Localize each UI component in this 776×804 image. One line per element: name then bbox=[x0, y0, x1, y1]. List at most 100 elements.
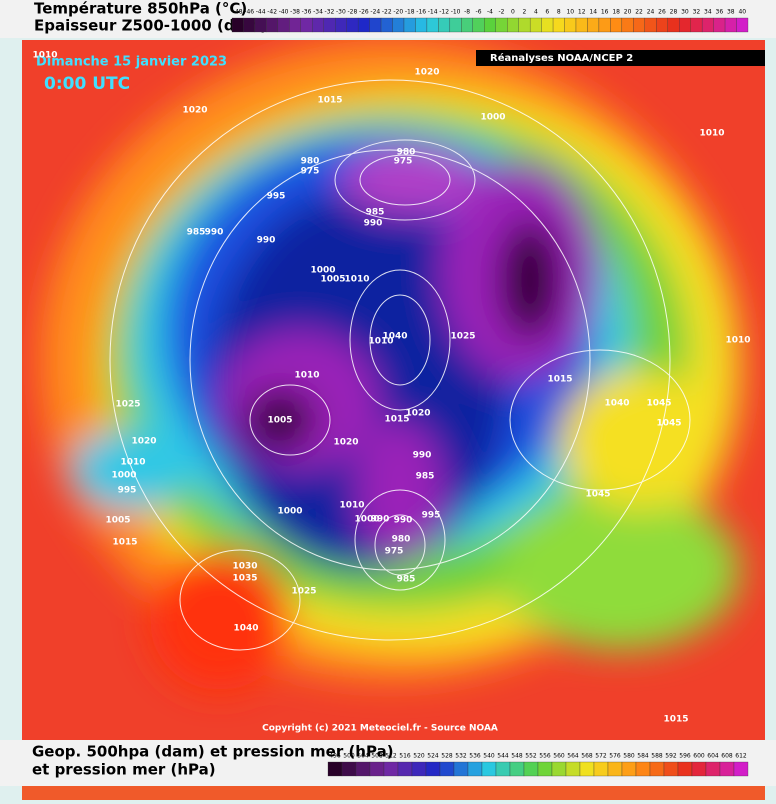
isobar-label: 990 bbox=[394, 516, 413, 526]
scale-swatch bbox=[607, 761, 623, 777]
isobar-label: 995 bbox=[267, 192, 286, 202]
copyright: Copyright (c) 2021 Meteociel.fr - Source… bbox=[262, 724, 498, 734]
scale-label: -36 bbox=[302, 9, 312, 16]
scale-label: 532 bbox=[455, 753, 467, 760]
scale-swatch bbox=[411, 761, 427, 777]
scale-swatch bbox=[733, 761, 749, 777]
scale-swatch bbox=[383, 761, 399, 777]
isobar-label: 1020 bbox=[182, 106, 207, 116]
map-date: Dimanche 15 janvier 2023 bbox=[36, 55, 227, 70]
isobar-label: 1000 bbox=[480, 113, 505, 123]
footer-subtitle: et pression mer (hPa) bbox=[32, 761, 216, 779]
scale-label: 2 bbox=[522, 9, 526, 16]
scale-swatch bbox=[392, 17, 405, 33]
scale-label: 496 bbox=[329, 753, 341, 760]
isobar-label: 1035 bbox=[232, 574, 257, 584]
scale-swatch bbox=[425, 761, 441, 777]
scale-swatch bbox=[355, 761, 371, 777]
scale-swatch bbox=[289, 17, 301, 33]
scale-label: 552 bbox=[525, 753, 537, 760]
scale-label: -14 bbox=[428, 9, 438, 16]
scale-label: -26 bbox=[359, 9, 369, 16]
scale-swatch bbox=[277, 17, 290, 33]
scale-swatch bbox=[439, 761, 455, 777]
scale-swatch bbox=[736, 17, 749, 33]
scale-label: 572 bbox=[595, 753, 607, 760]
scale-label: 504 bbox=[357, 753, 369, 760]
scale-swatch bbox=[449, 17, 462, 33]
scale-swatch bbox=[691, 761, 707, 777]
scale-swatch bbox=[495, 17, 508, 33]
header-subtitle: Epaisseur Z500-1000 (dam) bbox=[34, 17, 267, 35]
isobar-label: 1020 bbox=[414, 68, 439, 78]
scale-swatch bbox=[705, 761, 721, 777]
header-title: Température 850hPa (°C) bbox=[34, 0, 247, 18]
scale-swatch bbox=[593, 761, 609, 777]
isobar-label: 1020 bbox=[131, 437, 156, 447]
scale-label: 600 bbox=[693, 753, 705, 760]
isobar-label: 995 bbox=[118, 486, 137, 496]
isobar-label: 1040 bbox=[382, 332, 407, 342]
isobar-label: 975 bbox=[394, 157, 413, 167]
scale-label: 568 bbox=[581, 753, 593, 760]
scale-label: -38 bbox=[290, 9, 300, 16]
isobar-label: 990 bbox=[413, 451, 432, 461]
scale-swatch bbox=[327, 761, 343, 777]
scale-swatch bbox=[656, 17, 668, 33]
scale-swatch bbox=[397, 761, 413, 777]
scale-label: 32 bbox=[693, 9, 701, 16]
scale-label: 512 bbox=[385, 753, 397, 760]
scale-label: 0 bbox=[511, 9, 515, 16]
isobar-label: 975 bbox=[301, 167, 320, 177]
scale-swatch bbox=[369, 761, 385, 777]
isobar-label: 1045 bbox=[646, 399, 671, 409]
scale-label: 592 bbox=[665, 753, 677, 760]
scale-label: 588 bbox=[651, 753, 663, 760]
scale-label: 524 bbox=[427, 753, 439, 760]
scale-swatch bbox=[300, 17, 313, 33]
scale-label: -8 bbox=[464, 9, 470, 16]
scale-label: -48 bbox=[233, 9, 243, 16]
scale-label: -42 bbox=[267, 9, 277, 16]
scale-label: -40 bbox=[279, 9, 289, 16]
scale-label: 20 bbox=[624, 9, 632, 16]
scale-label: 10 bbox=[566, 9, 574, 16]
isobar-label: 980 bbox=[397, 148, 416, 158]
scale-swatch bbox=[453, 761, 469, 777]
scale-swatch bbox=[323, 17, 336, 33]
scale-label: 508 bbox=[371, 753, 383, 760]
scale-label: 612 bbox=[735, 753, 747, 760]
scale-swatch bbox=[598, 17, 611, 33]
scale-label: 564 bbox=[567, 753, 579, 760]
isobar-label: 1015 bbox=[663, 715, 688, 725]
isobar-label: 980 bbox=[301, 157, 320, 167]
map-time: 0:00 UTC bbox=[44, 74, 130, 94]
scale-swatch bbox=[346, 17, 359, 33]
isobar-label: 985 bbox=[397, 575, 416, 585]
scale-label: -44 bbox=[256, 9, 266, 16]
scale-swatch bbox=[663, 761, 679, 777]
isobar-label: 1040 bbox=[233, 624, 258, 634]
scale-swatch bbox=[724, 17, 737, 33]
scale-swatch bbox=[621, 761, 637, 777]
scale-swatch bbox=[403, 17, 416, 33]
scale-label: -24 bbox=[370, 9, 380, 16]
map bbox=[22, 40, 765, 740]
scale-swatch bbox=[713, 17, 726, 33]
scale-swatch bbox=[243, 17, 256, 33]
isobar-label: 1020 bbox=[333, 438, 358, 448]
isobar-label: 1000 bbox=[354, 515, 379, 525]
scale-swatch bbox=[484, 17, 496, 33]
isobar-label: 990 bbox=[205, 228, 224, 238]
scale-label: -10 bbox=[451, 9, 461, 16]
scale-swatch bbox=[509, 761, 525, 777]
scale-label: 548 bbox=[511, 753, 523, 760]
isobar-label: 1005 bbox=[105, 516, 130, 526]
scale-label: 596 bbox=[679, 753, 691, 760]
isobar-label: 1010 bbox=[294, 371, 319, 381]
isobar-label: 1045 bbox=[585, 490, 610, 500]
scale-label: -16 bbox=[416, 9, 426, 16]
scale-swatch bbox=[565, 761, 581, 777]
scale-swatch bbox=[690, 17, 703, 33]
